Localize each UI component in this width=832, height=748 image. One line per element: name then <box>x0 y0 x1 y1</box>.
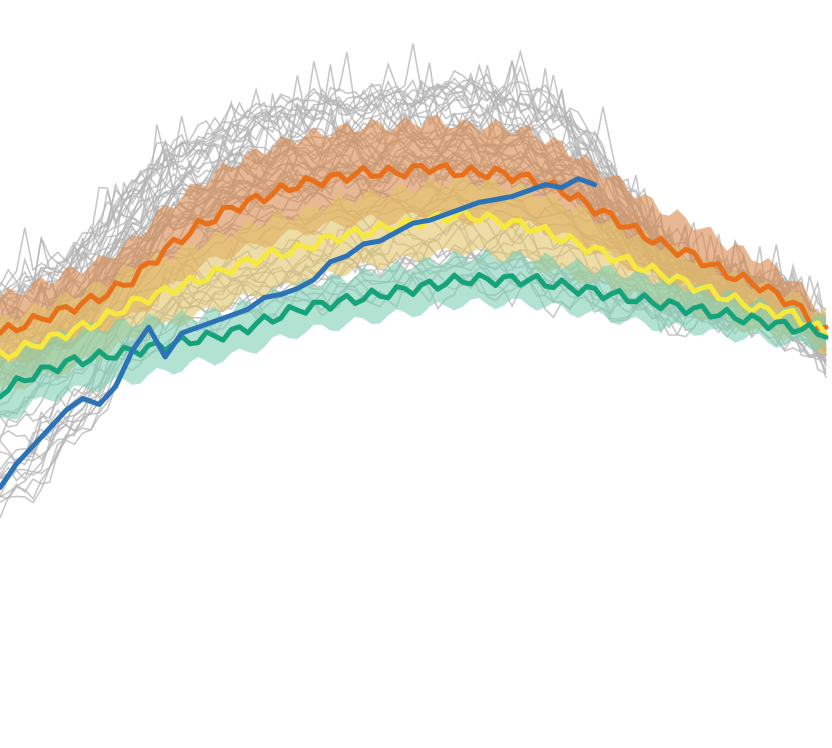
series-line-1 <box>0 162 829 336</box>
series-band-1 <box>0 114 826 369</box>
series-line-4 <box>0 176 598 491</box>
series-lines <box>0 162 829 491</box>
series-line-3 <box>0 271 829 400</box>
